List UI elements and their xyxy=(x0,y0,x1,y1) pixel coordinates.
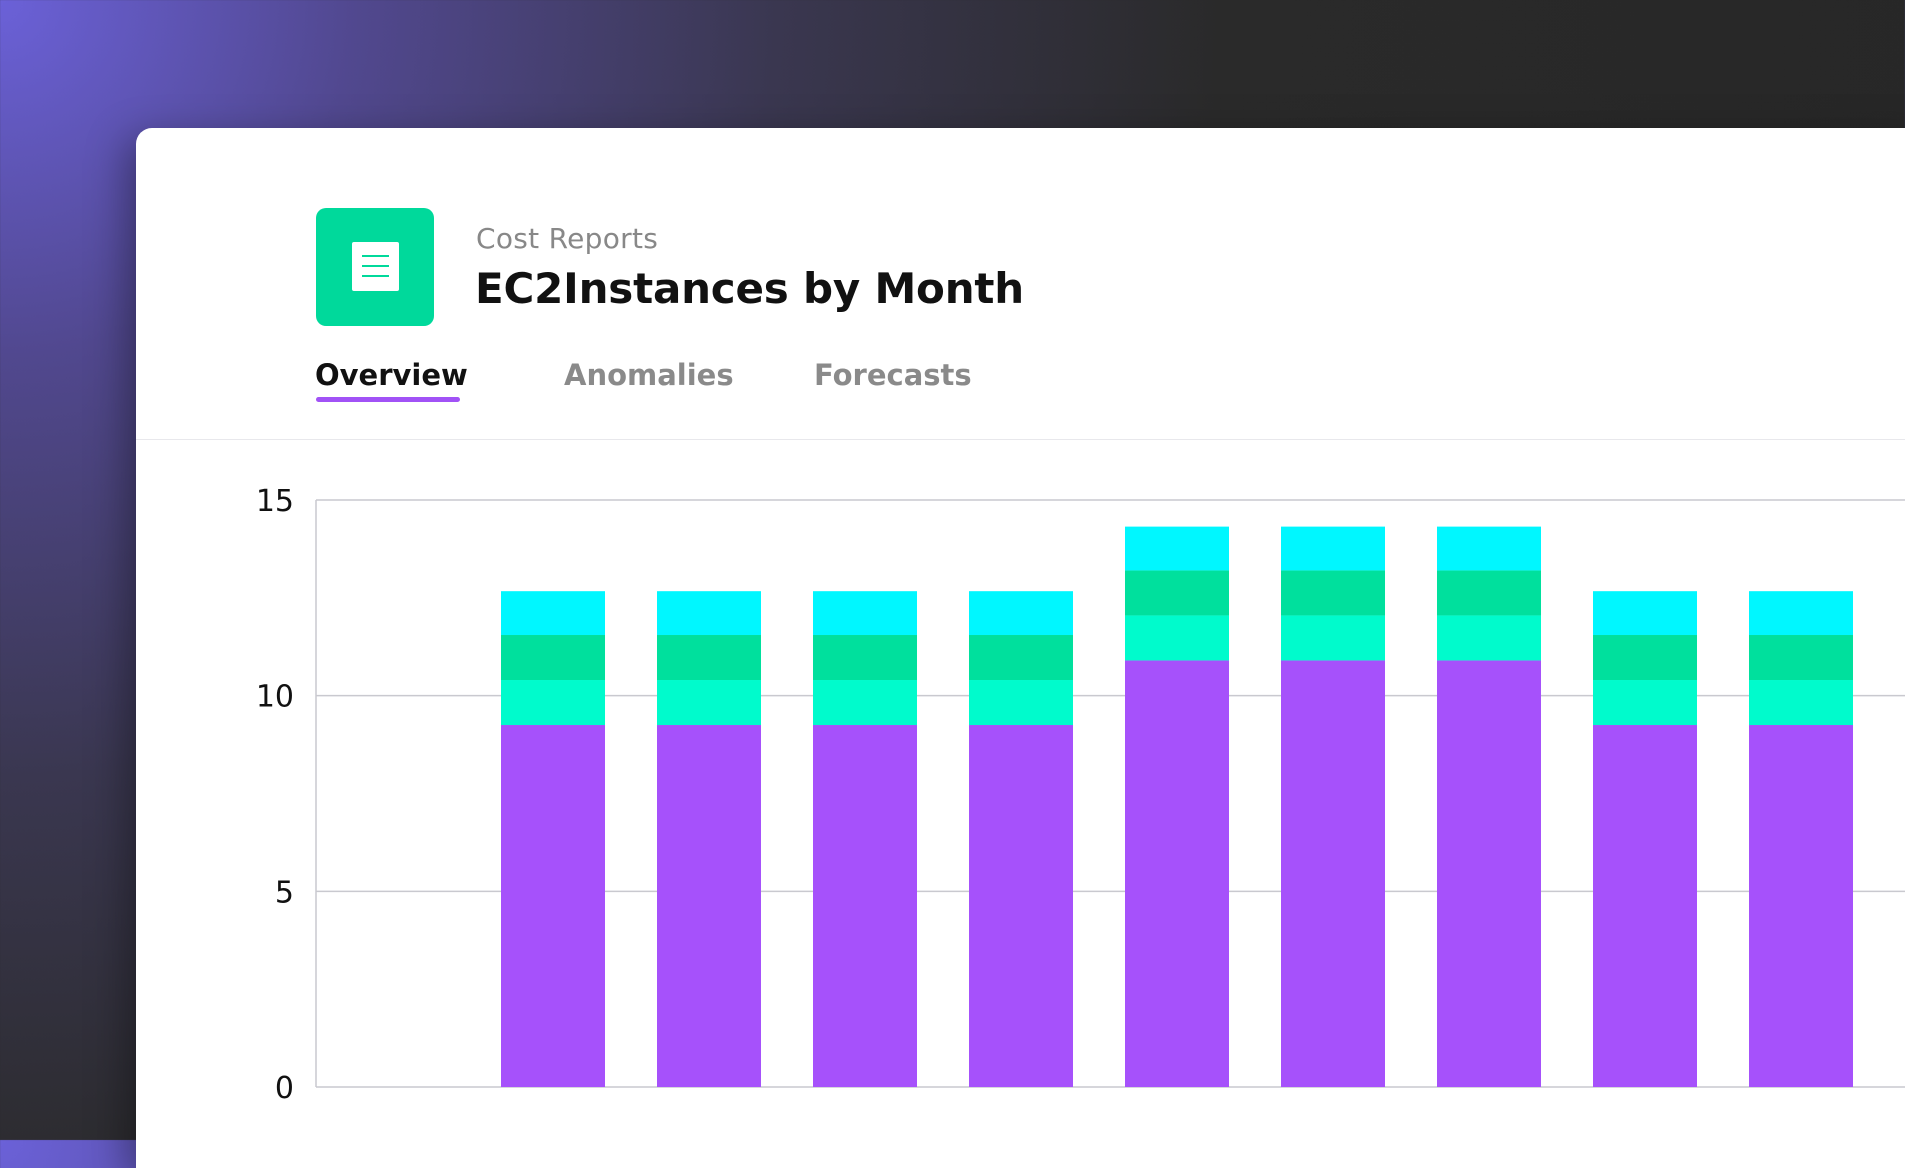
page-title: EC2Instances by Month xyxy=(475,264,1024,313)
bar-segment[interactable] xyxy=(1281,570,1385,616)
y-tick-label: 0 xyxy=(275,1071,294,1106)
bar-segment[interactable] xyxy=(1749,635,1853,681)
bar-segment[interactable] xyxy=(1437,615,1541,661)
stacked-bar-chart: 0 5 10 15 xyxy=(256,484,1905,1106)
breadcrumb[interactable]: Cost Reports xyxy=(476,222,659,255)
bar-segment[interactable] xyxy=(657,635,761,681)
bar-segment[interactable] xyxy=(1437,526,1541,571)
bar-segment[interactable] xyxy=(501,591,605,636)
y-tick-label: 5 xyxy=(275,875,294,910)
bar-segment[interactable] xyxy=(1593,635,1697,681)
bar-segment[interactable] xyxy=(501,680,605,726)
tab-anomalies[interactable]: Anomalies xyxy=(564,358,734,392)
bar-segment[interactable] xyxy=(1125,570,1229,616)
bar-segment[interactable] xyxy=(813,591,917,636)
bar-segment[interactable] xyxy=(1281,615,1385,661)
bar-segment[interactable] xyxy=(657,591,761,636)
bar-segment[interactable] xyxy=(501,725,605,1087)
bar-segment[interactable] xyxy=(969,680,1073,726)
bar-segment[interactable] xyxy=(1437,660,1541,1087)
bar-segment[interactable] xyxy=(1281,660,1385,1087)
tab-overview[interactable]: Overview xyxy=(315,358,468,392)
document-list-icon xyxy=(316,208,434,326)
y-tick-label: 15 xyxy=(256,484,294,519)
bar-segment[interactable] xyxy=(1749,680,1853,726)
report-panel: Cost Reports EC2Instances by Month Overv… xyxy=(136,128,1905,1168)
tab-forecasts[interactable]: Forecasts xyxy=(814,358,972,392)
bar-segment[interactable] xyxy=(1125,660,1229,1087)
bar-segment[interactable] xyxy=(969,635,1073,681)
bar-segment[interactable] xyxy=(1437,570,1541,616)
bar-segment[interactable] xyxy=(657,680,761,726)
bar-segment[interactable] xyxy=(1749,591,1853,636)
bar-segment[interactable] xyxy=(969,725,1073,1087)
bar-segment[interactable] xyxy=(813,635,917,681)
bar-segment[interactable] xyxy=(813,680,917,726)
report-header: Cost Reports EC2Instances by Month Overv… xyxy=(136,128,1905,440)
active-tab-indicator xyxy=(316,397,460,402)
bar-segment[interactable] xyxy=(1593,725,1697,1087)
bar-segment[interactable] xyxy=(657,725,761,1087)
bar-segment[interactable] xyxy=(1125,615,1229,661)
document-glyph xyxy=(352,242,399,291)
y-tick-label: 10 xyxy=(256,680,294,715)
bar-segment[interactable] xyxy=(1125,526,1229,571)
bar-segment[interactable] xyxy=(1749,725,1853,1087)
bar-segment[interactable] xyxy=(1281,526,1385,571)
bar-segment[interactable] xyxy=(1593,680,1697,726)
bar-segment[interactable] xyxy=(501,635,605,681)
bar-segment[interactable] xyxy=(813,725,917,1087)
bar-segment[interactable] xyxy=(1593,591,1697,636)
bar-segment[interactable] xyxy=(969,591,1073,636)
